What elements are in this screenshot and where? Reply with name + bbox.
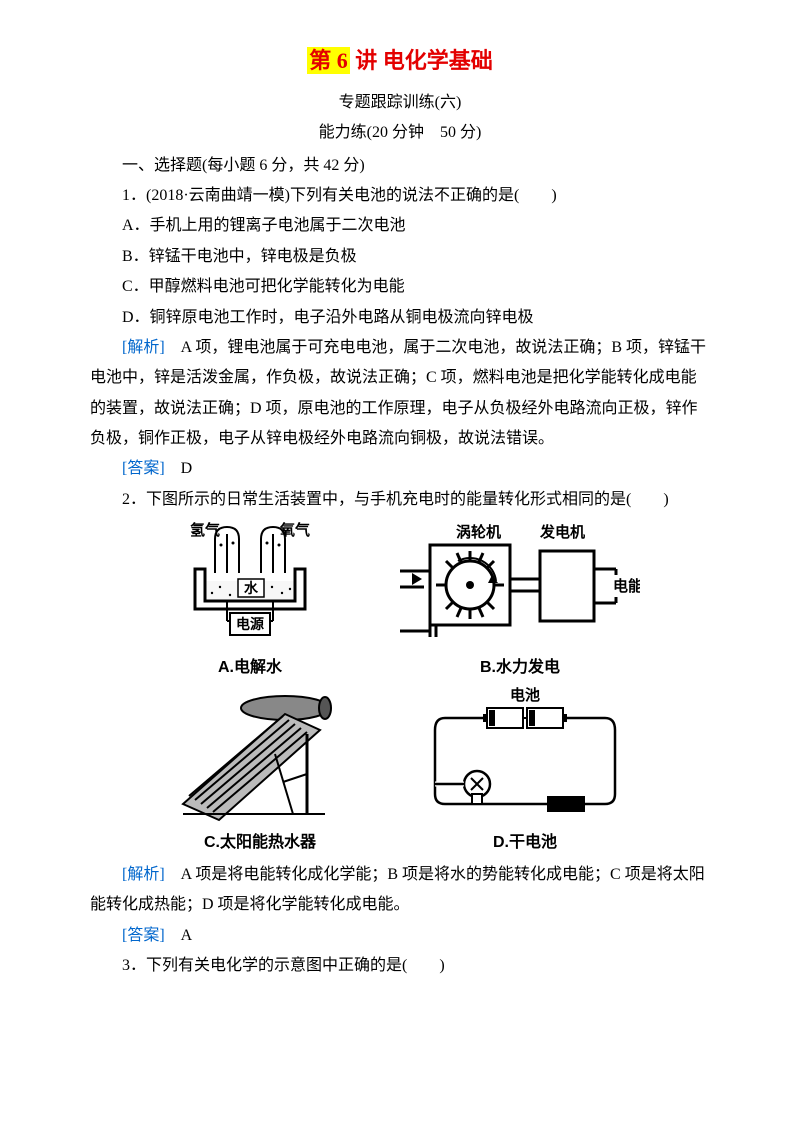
q1-answer-wrap: [答案] D [90, 454, 710, 484]
label-power: 电源 [236, 616, 264, 632]
panelC-label: C.太阳能热水器 [165, 828, 355, 858]
label-o2: 氧气 [279, 521, 310, 539]
panel-D: 电池 [415, 686, 635, 858]
q2-explain-label: [解析] [122, 866, 165, 883]
q2-explain-text: A 项是将电能转化成化学能；B 项是将水的势能转化成电能；C 项是将太阳能转化成… [90, 866, 705, 913]
q1-answer-label: [答案] [122, 460, 165, 477]
q2-answer-label: [答案] [122, 927, 165, 944]
q1-stem: 1．(2018·云南曲靖一模)下列有关电池的说法不正确的是( ) [90, 181, 710, 211]
q3-stem: 3．下列有关电化学的示意图中正确的是( ) [90, 951, 710, 981]
q1-explain-text: A 项，锂电池属于可充电电池，属于二次电池，故说法正确；B 项，锌锰干电池中，锌… [90, 339, 706, 447]
label-elec: 电能 [613, 577, 640, 595]
subtitle-1: 专题跟踪训练(六) [90, 88, 710, 118]
q1-explain-label: [解析] [122, 339, 165, 356]
q1-optC: C．甲醇燃料电池可把化学能转化为电能 [90, 272, 710, 302]
q2-figure: 氢气 氧气 水 [90, 521, 710, 858]
figure-row-1: 氢气 氧气 水 [90, 521, 710, 683]
section-header: 一、选择题(每小题 6 分，共 42 分) [90, 151, 710, 181]
page-title: 第 6 讲 电化学基础 [90, 40, 710, 82]
q1-explanation-wrap: [解析] A 项，锂电池属于可充电电池，属于二次电池，故说法正确；B 项，锌锰干… [90, 333, 710, 455]
q1-optB: B．锌锰干电池中，锌电极是负极 [90, 242, 710, 272]
q2-stem: 2．下图所示的日常生活装置中，与手机充电时的能量转化形式相同的是( ) [90, 485, 710, 515]
panelA-label: A.电解水 [160, 653, 340, 683]
subtitle-2: 能力练(20 分钟 50 分) [90, 118, 710, 148]
title-highlight: 第 6 [307, 47, 350, 74]
q2-explanation-wrap: [解析] A 项是将电能转化成化学能；B 项是将水的势能转化成电能；C 项是将太… [90, 860, 710, 921]
label-generator: 发电机 [539, 523, 585, 541]
label-water: 水 [244, 580, 259, 596]
panel-A: 氢气 氧气 水 [160, 521, 340, 683]
panel-B: 涡轮机 发电机 [400, 521, 640, 683]
label-turbine: 涡轮机 [456, 523, 501, 541]
q1-optD: D．铜锌原电池工作时，电子沿外电路从铜电极流向锌电极 [90, 303, 710, 333]
q2-answer-wrap: [答案] A [90, 921, 710, 951]
label-battery: 电池 [510, 686, 540, 704]
panel-C: C.太阳能热水器 [165, 686, 355, 858]
q1-optA: A．手机上用的锂离子电池属于二次电池 [90, 211, 710, 241]
figure-row-2: C.太阳能热水器 电池 [90, 686, 710, 858]
title-rest: 讲 电化学基础 [355, 48, 493, 73]
panelB-label: B.水力发电 [400, 653, 640, 683]
q1-answer-text: D [165, 460, 193, 477]
q2-answer-text: A [165, 927, 193, 944]
panelD-label: D.干电池 [415, 828, 635, 858]
